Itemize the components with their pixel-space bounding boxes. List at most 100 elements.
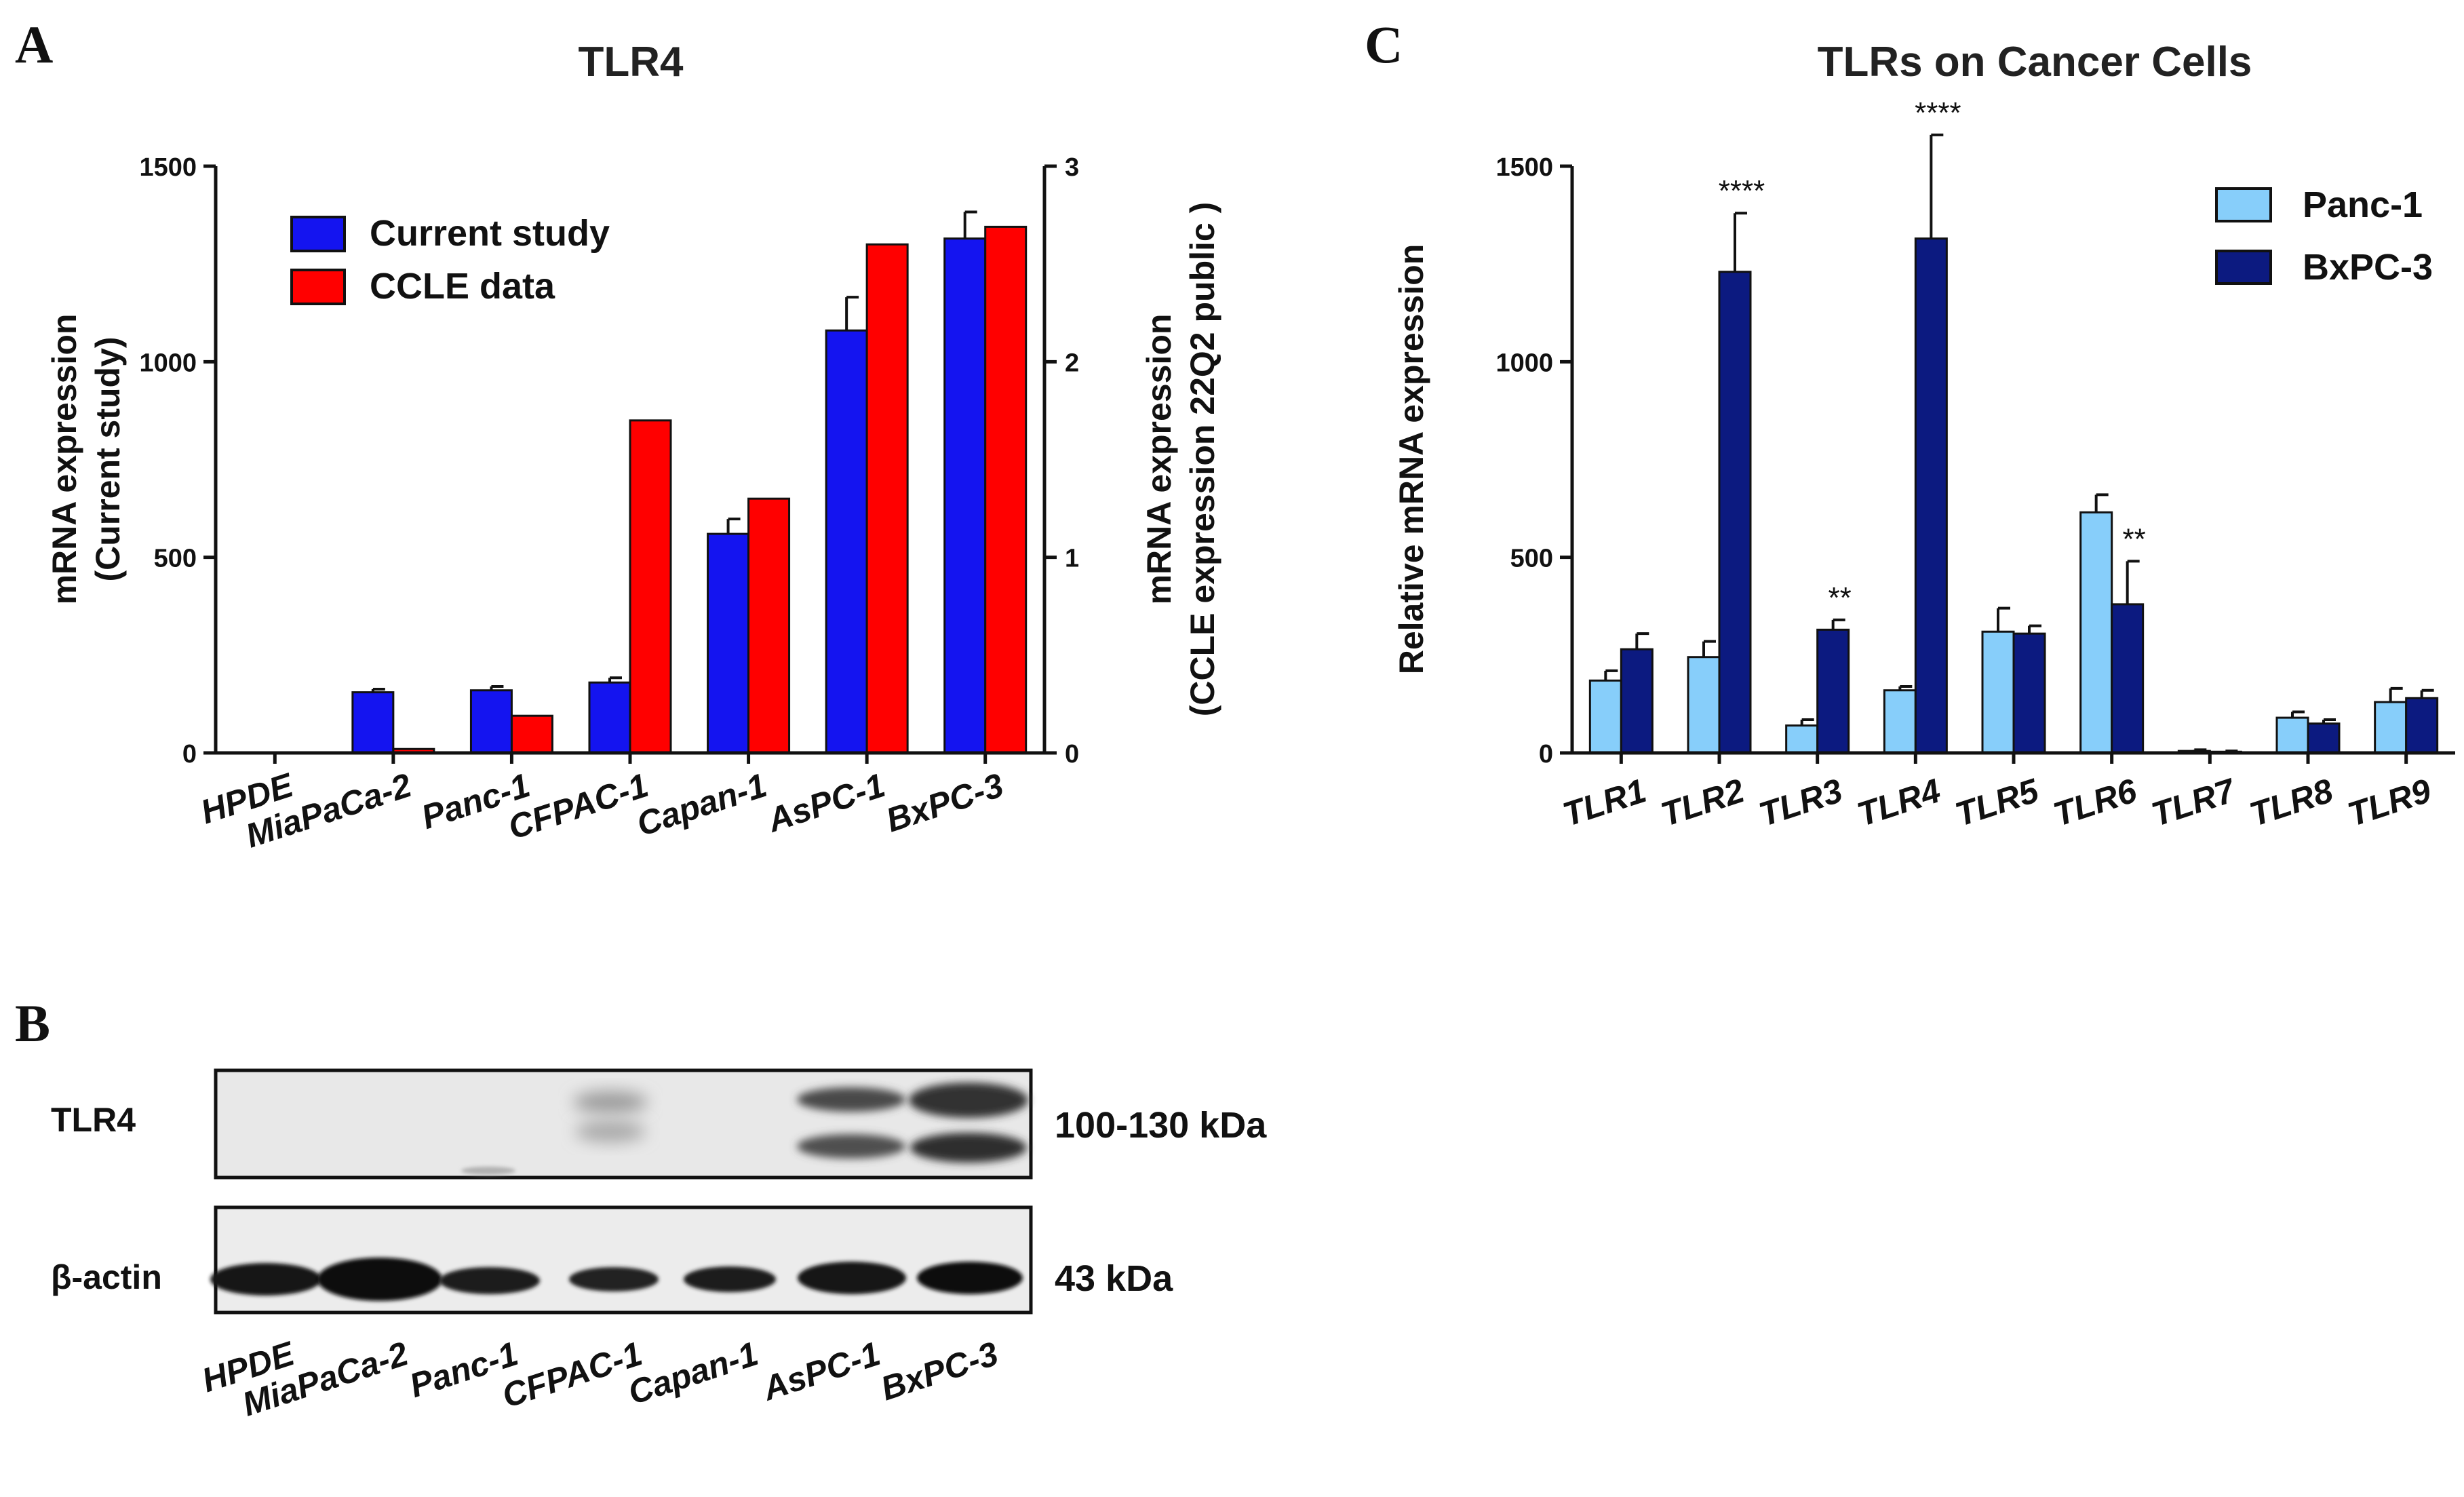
blot-lane-labels: HPDEMiaPaCa-2Panc-1CFPAC-1Capan-1AsPC-1B… <box>197 1334 1003 1424</box>
bar-a-ccle-4 <box>747 497 791 754</box>
chart-a-y-ticks: 0 500 1000 1500 <box>139 153 216 769</box>
chart-a-xtick-5: AsPC-1 <box>762 766 889 840</box>
chart-c-ylabel: Relative mRNA expression <box>1392 244 1430 675</box>
chart-a-y2tick-2: 2 <box>1065 349 1079 377</box>
chart-c-xtick-3: TLR4 <box>1853 771 1945 834</box>
band-actin-aspc1 <box>798 1262 906 1294</box>
band-tlr4-cfpac1-lower <box>575 1121 646 1142</box>
chart-c-significance-1: **** <box>1719 174 1765 208</box>
blot-lane-label-5: AsPC-1 <box>757 1334 884 1408</box>
chart-c-xtick-2: TLR3 <box>1755 771 1847 834</box>
chart-c-ytick-3: 1500 <box>1495 153 1553 182</box>
bar-a-current-2 <box>469 689 513 754</box>
chart-c-xtick-4: TLR5 <box>1951 771 2043 834</box>
western-blot: TLR4 100-130 kDa β-actin 43 kDa HPDEMiaP… <box>51 1068 1267 1424</box>
blot-kda-tlr4: 100-130 kDa <box>1055 1105 1267 1146</box>
blot-label-actin: β-actin <box>51 1258 162 1296</box>
chart-a-y2-ticks: 0 1 2 3 <box>1044 153 1079 769</box>
chart-a-ylabel: mRNA expression <box>45 314 83 605</box>
blot-lane-label-4: Capan-1 <box>623 1334 762 1412</box>
bar-a-ccle-3 <box>629 419 672 754</box>
chart-c-significance-2: ** <box>1829 581 1852 615</box>
chart-c: TLRs on Cancer Cells ************ 050010… <box>1392 39 2455 834</box>
blot-actin-membrane <box>214 1205 1033 1315</box>
band-tlr4-bxpc3-upper <box>909 1083 1028 1118</box>
bar-c-s1-3 <box>1914 237 1948 754</box>
blot-kda-actin: 43 kDa <box>1055 1258 1173 1299</box>
chart-a-legend-ccle: CCLE data <box>370 266 555 307</box>
chart-c-xtick-7: TLR8 <box>2245 771 2337 834</box>
blot-lane-label-3: CFPAC-1 <box>498 1334 647 1415</box>
chart-a-ytick-0: 0 <box>182 740 197 769</box>
bar-c-s1-4 <box>2012 632 2046 754</box>
chart-a-legend-swatch-current <box>290 216 346 252</box>
chart-a-y2tick-0: 0 <box>1065 740 1079 769</box>
chart-a-y2label-2: (CCLE expression 22Q2 public ) <box>1184 202 1221 717</box>
bar-a-ccle-6 <box>984 225 1028 754</box>
chart-c-xtick-0: TLR1 <box>1559 771 1651 834</box>
bar-c-s1-8 <box>2405 697 2439 754</box>
band-actin-panc1 <box>439 1267 540 1294</box>
blot-lane-label-6: BxPC-3 <box>876 1334 1003 1407</box>
bar-c-s0-8 <box>2374 701 2408 754</box>
chart-c-xtick-6: TLR7 <box>2147 771 2241 834</box>
bar-a-current-3 <box>588 681 631 754</box>
chart-c-x-ticks: TLR1 TLR2 TLR3 TLR4 TLR5 TLR6 TLR7 TLR8 TLR9 <box>1559 753 2436 834</box>
bar-c-s0-5 <box>2079 511 2113 754</box>
chart-c-xtick-5: TLR6 <box>2049 771 2142 834</box>
chart-a-legend-swatch-ccle <box>290 269 346 305</box>
chart-c-significance-5: ** <box>2123 522 2146 556</box>
bar-c-s1-1 <box>1718 271 1752 754</box>
bar-c-s1-5 <box>2111 603 2145 754</box>
chart-a-y2tick-1: 1 <box>1065 545 1079 573</box>
panel-letter-a: A <box>15 15 53 74</box>
bar-a-current-1 <box>351 691 395 754</box>
chart-c-ytick-0: 0 <box>1539 740 1553 769</box>
bar-a-ccle-5 <box>865 243 909 754</box>
chart-c-title: TLRs on Cancer Cells <box>1818 39 2252 85</box>
chart-a-xtick-4: Capan-1 <box>632 766 771 843</box>
band-tlr4-aspc1-lower <box>797 1134 905 1159</box>
chart-a-ytick-1: 500 <box>154 545 197 573</box>
band-tlr4-aspc1-upper <box>797 1087 905 1112</box>
bar-c-s0-7 <box>2275 716 2309 754</box>
chart-c-legend-bxpc3: BxPC-3 <box>2303 247 2433 288</box>
chart-a-title: TLR4 <box>579 39 684 85</box>
chart-c-xtick-8: TLR9 <box>2343 771 2436 834</box>
chart-c-marks: ************ <box>1588 96 2439 754</box>
band-actin-hpde <box>210 1263 321 1296</box>
bar-c-s0-0 <box>1588 679 1622 754</box>
chart-c-legend-panc1: Panc-1 <box>2303 184 2423 225</box>
panel-letter-c: C <box>1365 15 1403 74</box>
chart-a-legend-current: Current study <box>370 213 610 254</box>
band-actin-cfpac1 <box>569 1267 659 1291</box>
chart-a-y2label: mRNA expression <box>1140 314 1178 605</box>
blot-label-tlr4: TLR4 <box>51 1101 136 1139</box>
chart-c-legend-swatch-bxpc3 <box>2215 250 2272 285</box>
blot-actin-bands <box>210 1258 1023 1301</box>
panel-letter-b: B <box>15 994 50 1053</box>
blot-tlr4-bands <box>461 1083 1028 1175</box>
bar-c-s1-0 <box>1620 648 1654 754</box>
bar-c-s1-2 <box>1816 628 1850 754</box>
bar-c-s0-1 <box>1687 656 1721 754</box>
band-tlr4-panc1-trace <box>461 1167 515 1175</box>
chart-c-significance-3: **** <box>1915 96 1961 130</box>
bar-c-s1-7 <box>2307 722 2341 754</box>
chart-a-y2tick-3: 3 <box>1065 153 1079 182</box>
chart-c-y-ticks: 0 500 1000 1500 <box>1495 153 1572 769</box>
bar-a-current-4 <box>707 532 750 754</box>
chart-c-xtick-1: TLR2 <box>1656 771 1748 834</box>
bar-a-ccle-2 <box>510 714 553 754</box>
bar-c-s0-2 <box>1785 724 1819 754</box>
chart-a-ytick-2: 1000 <box>139 349 197 377</box>
band-tlr4-bxpc3-lower <box>910 1133 1027 1163</box>
bar-a-current-6 <box>943 237 987 754</box>
chart-a-ylabel-2: (Current study) <box>89 336 127 581</box>
chart-a-ytick-3: 1500 <box>139 153 197 182</box>
band-actin-bxpc3 <box>917 1262 1023 1294</box>
band-actin-capan1 <box>684 1266 776 1292</box>
